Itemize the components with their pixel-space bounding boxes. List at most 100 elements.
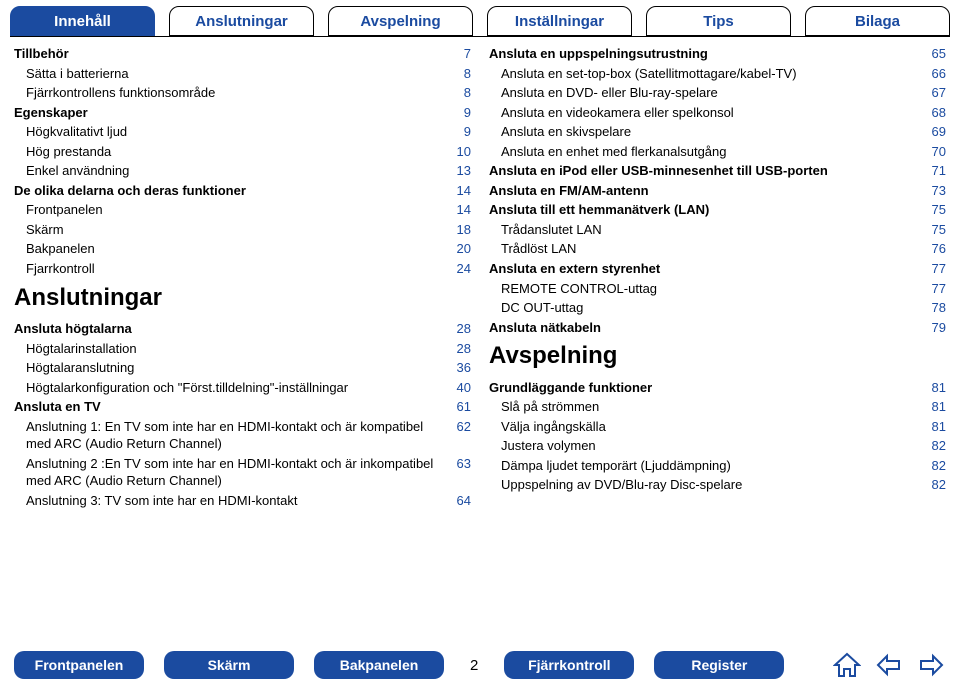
toc-row[interactable]: Hög prestanda10: [14, 143, 471, 161]
arrow-right-icon[interactable]: [916, 650, 946, 680]
toc-page: 36: [443, 359, 471, 377]
tab-tips[interactable]: Tips: [646, 6, 791, 36]
home-icon[interactable]: [832, 650, 862, 680]
toc-page: 14: [443, 201, 471, 219]
toc-label: Tillbehör: [14, 45, 443, 63]
toc-row[interactable]: Grundläggande funktioner81: [489, 379, 946, 397]
toc-column-right: Ansluta en uppspelningsutrustning65Anslu…: [489, 45, 946, 511]
toc-label: Hög prestanda: [26, 143, 443, 161]
toc-row[interactable]: Anslutning 3: TV som inte har en HDMI-ko…: [14, 492, 471, 510]
section-title-avspelning: Avspelning: [489, 340, 946, 372]
toc-page: 81: [918, 379, 946, 397]
toc-row[interactable]: Sätta i batterierna8: [14, 65, 471, 83]
toc-label: Uppspelning av DVD/Blu-ray Disc-spelare: [501, 476, 918, 494]
toc-label: Ansluta nätkabeln: [489, 319, 918, 337]
toc-row[interactable]: Ansluta en skivspelare69: [489, 123, 946, 141]
toc-row[interactable]: Ansluta en FM/AM-antenn73: [489, 182, 946, 200]
tab-avspelning[interactable]: Avspelning: [328, 6, 473, 36]
toc-row[interactable]: Egenskaper9: [14, 104, 471, 122]
toc-row[interactable]: De olika delarna och deras funktioner14: [14, 182, 471, 200]
toc-label: Ansluta högtalarna: [14, 320, 443, 338]
toc-page: 63: [443, 455, 471, 473]
tab-installningar[interactable]: Inställningar: [487, 6, 632, 36]
toc-row[interactable]: Ansluta en DVD- eller Blu-ray-spelare67: [489, 84, 946, 102]
toc-label: Högtalaranslutning: [26, 359, 443, 377]
toc-page: 77: [918, 280, 946, 298]
toc-label: Välja ingångskälla: [501, 418, 918, 436]
bottom-btn-bakpanelen[interactable]: Bakpanelen: [314, 651, 444, 679]
toc-label: Fjarrkontroll: [26, 260, 443, 278]
toc-label: Ansluta en extern styrenhet: [489, 260, 918, 278]
toc-page: 75: [918, 221, 946, 239]
toc-row[interactable]: Frontpanelen14: [14, 201, 471, 219]
toc-columns: Tillbehör7 Sätta i batterierna8Fjärrkontr…: [0, 37, 960, 511]
toc-row[interactable]: Ansluta en enhet med flerkanalsutgång70: [489, 143, 946, 161]
toc-row[interactable]: Ansluta en videokamera eller spelkonsol6…: [489, 104, 946, 122]
toc-label: Högtalarinstallation: [26, 340, 443, 358]
bottom-btn-skarm[interactable]: Skärm: [164, 651, 294, 679]
toc-row[interactable]: Trådlöst LAN76: [489, 240, 946, 258]
toc-row[interactable]: Bakpanelen20: [14, 240, 471, 258]
toc-page: 10: [443, 143, 471, 161]
tab-innehall[interactable]: Innehåll: [10, 6, 155, 36]
toc-page: 69: [918, 123, 946, 141]
toc-row[interactable]: DC OUT-uttag78: [489, 299, 946, 317]
toc-page: 75: [918, 201, 946, 219]
toc-label: REMOTE CONTROL-uttag: [501, 280, 918, 298]
toc-row[interactable]: Trådanslutet LAN75: [489, 221, 946, 239]
toc-row[interactable]: Fjarrkontroll24: [14, 260, 471, 278]
toc-row[interactable]: Välja ingångskälla81: [489, 418, 946, 436]
toc-row[interactable]: Uppspelning av DVD/Blu-ray Disc-spelare8…: [489, 476, 946, 494]
toc-page: 9: [443, 104, 471, 122]
toc-row[interactable]: Högtalaranslutning36: [14, 359, 471, 377]
toc-row[interactable]: REMOTE CONTROL-uttag77: [489, 280, 946, 298]
toc-row[interactable]: Högtalarinstallation28: [14, 340, 471, 358]
toc-label: Trådlöst LAN: [501, 240, 918, 258]
toc-row[interactable]: Tillbehör7: [14, 45, 471, 63]
toc-row[interactable]: Ansluta en iPod eller USB-minnesenhet ti…: [489, 162, 946, 180]
toc-row[interactable]: Ansluta nätkabeln79: [489, 319, 946, 337]
toc-label: Anslutning 1: En TV som inte har en HDMI…: [26, 418, 443, 453]
toc-row[interactable]: Ansluta en TV61: [14, 398, 471, 416]
toc-label: Grundläggande funktioner: [489, 379, 918, 397]
bottom-btn-fjarrkontroll[interactable]: Fjärrkontroll: [504, 651, 634, 679]
toc-row[interactable]: Ansluta en set-top-box (Satellitmottagar…: [489, 65, 946, 83]
toc-page: 77: [918, 260, 946, 278]
section-title-anslutningar: Anslutningar: [14, 282, 471, 314]
top-tabs: Innehåll Anslutningar Avspelning Inställ…: [0, 0, 960, 36]
toc-label: Dämpa ljudet temporärt (Ljuddämpning): [501, 457, 918, 475]
toc-row[interactable]: Ansluta högtalarna28: [14, 320, 471, 338]
toc-label: Sätta i batterierna: [26, 65, 443, 83]
tab-anslutningar[interactable]: Anslutningar: [169, 6, 314, 36]
toc-label: Slå på strömmen: [501, 398, 918, 416]
toc-label: Ansluta en uppspelningsutrustning: [489, 45, 918, 63]
toc-page: 81: [918, 398, 946, 416]
toc-row[interactable]: Justera volymen82: [489, 437, 946, 455]
toc-page: 28: [443, 320, 471, 338]
toc-label: Skärm: [26, 221, 443, 239]
toc-row[interactable]: Högkvalitativt ljud9: [14, 123, 471, 141]
toc-column-left: Tillbehör7 Sätta i batterierna8Fjärrkontr…: [14, 45, 471, 511]
toc-row[interactable]: Ansluta till ett hemmanätverk (LAN)75: [489, 201, 946, 219]
tab-bilaga[interactable]: Bilaga: [805, 6, 950, 36]
toc-row[interactable]: Högtalarkonfiguration och "Först.tilldel…: [14, 379, 471, 397]
toc-row[interactable]: Anslutning 2 :En TV som inte har en HDMI…: [14, 455, 471, 490]
toc-label: Ansluta en videokamera eller spelkonsol: [501, 104, 918, 122]
arrow-left-icon[interactable]: [874, 650, 904, 680]
toc-page: 40: [443, 379, 471, 397]
toc-row[interactable]: Slå på strömmen81: [489, 398, 946, 416]
toc-page: 7: [443, 45, 471, 63]
bottom-btn-frontpanelen[interactable]: Frontpanelen: [14, 651, 144, 679]
toc-row[interactable]: Anslutning 1: En TV som inte har en HDMI…: [14, 418, 471, 453]
toc-row[interactable]: Skärm18: [14, 221, 471, 239]
toc-row[interactable]: Enkel användning13: [14, 162, 471, 180]
toc-row[interactable]: Ansluta en uppspelningsutrustning65: [489, 45, 946, 63]
toc-row[interactable]: Fjärrkontrollens funktionsområde8: [14, 84, 471, 102]
toc-label: Högtalarkonfiguration och "Först.tilldel…: [26, 379, 443, 397]
toc-page: 18: [443, 221, 471, 239]
toc-row[interactable]: Ansluta en extern styrenhet77: [489, 260, 946, 278]
toc-label: Ansluta en iPod eller USB-minnesenhet ti…: [489, 162, 918, 180]
toc-row[interactable]: Dämpa ljudet temporärt (Ljuddämpning)82: [489, 457, 946, 475]
toc-label: Ansluta en set-top-box (Satellitmottagar…: [501, 65, 918, 83]
bottom-btn-register[interactable]: Register: [654, 651, 784, 679]
